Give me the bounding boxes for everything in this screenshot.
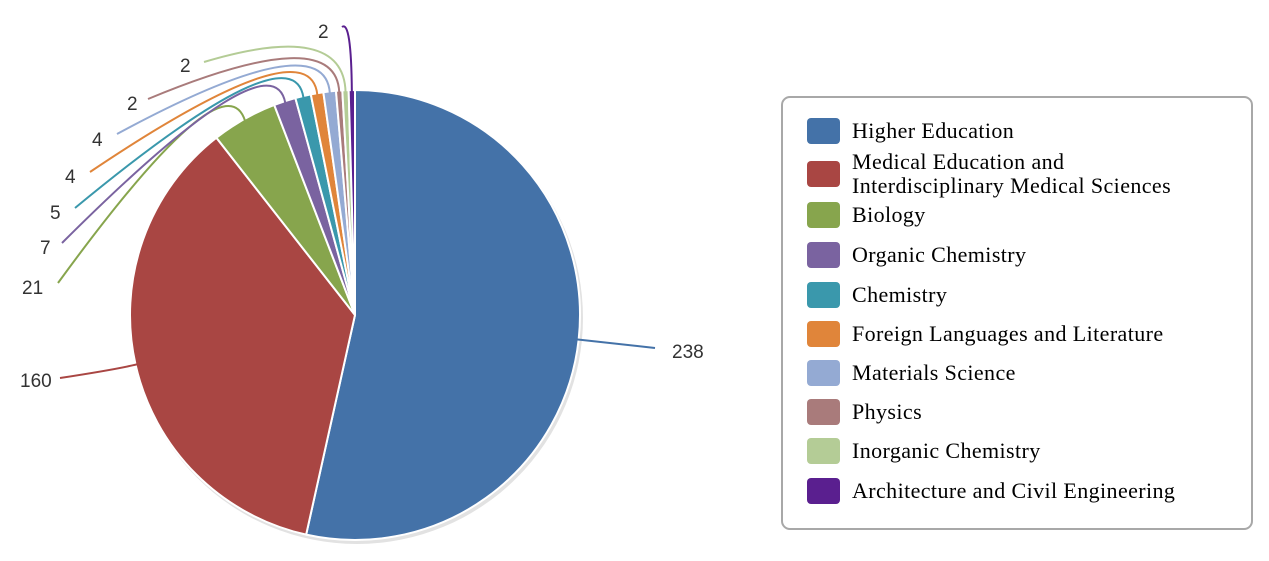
legend-item[interactable]: Materials Science: [807, 360, 1016, 386]
legend-item[interactable]: Biology: [807, 202, 926, 228]
legend-swatch: [807, 282, 840, 308]
data-label: 160: [20, 371, 52, 392]
data-label: 5: [50, 203, 61, 224]
legend: Higher Education Medical Education and In…: [781, 96, 1253, 530]
data-label: 4: [65, 167, 76, 188]
leader-line: [59, 363, 138, 379]
legend-label: Materials Science: [852, 360, 1016, 385]
legend-item[interactable]: Physics: [807, 399, 922, 425]
legend-item[interactable]: Higher Education: [807, 118, 1014, 144]
legend-swatch: [807, 438, 840, 464]
legend-label: Biology: [852, 202, 926, 227]
data-label: 2: [127, 94, 138, 115]
pie-slices: [129, 88, 583, 544]
leader-line: [74, 77, 305, 209]
legend-swatch: [807, 118, 840, 144]
data-label: 4: [92, 130, 103, 151]
legend-swatch: [807, 478, 840, 504]
leader-line: [89, 70, 319, 173]
legend-swatch: [807, 399, 840, 425]
legend-swatch: [807, 202, 840, 228]
legend-item[interactable]: Organic Chemistry: [807, 242, 1026, 268]
data-label: 7: [40, 238, 51, 259]
legend-label: Medical Education and Interdisciplinary …: [852, 149, 1172, 198]
leader-line: [203, 45, 347, 93]
legend-label: Foreign Languages and Literature: [852, 321, 1164, 346]
legend-label: Higher Education: [852, 118, 1015, 143]
legend-item[interactable]: Foreign Languages and Literature: [807, 321, 1164, 347]
legend-swatch: [807, 360, 840, 386]
legend-label: Organic Chemistry: [852, 242, 1027, 267]
data-label: 21: [22, 278, 43, 299]
leader-line: [147, 57, 341, 100]
legend-label: Inorganic Chemistry: [852, 438, 1041, 463]
legend-swatch: [807, 321, 840, 347]
legend-label: Chemistry: [852, 282, 948, 307]
leader-line: [341, 25, 353, 93]
legend-label: Physics: [852, 399, 923, 424]
legend-item[interactable]: Architecture and Civil Engineering: [807, 478, 1175, 504]
leader-line: [61, 84, 287, 244]
leader-line: [576, 338, 656, 349]
data-label: 238: [672, 342, 704, 363]
legend-item[interactable]: Medical Education and Interdisciplinary …: [807, 150, 1171, 198]
legend-swatch: [807, 161, 840, 187]
legend-label: Architecture and Civil Engineering: [852, 478, 1176, 503]
data-label: 2: [318, 22, 329, 43]
leader-line: [116, 64, 331, 135]
data-label: 2: [180, 56, 191, 77]
legend-swatch: [807, 242, 840, 268]
legend-item[interactable]: Inorganic Chemistry: [807, 438, 1041, 464]
leader-lines: [57, 25, 656, 379]
legend-item[interactable]: Chemistry: [807, 282, 947, 308]
